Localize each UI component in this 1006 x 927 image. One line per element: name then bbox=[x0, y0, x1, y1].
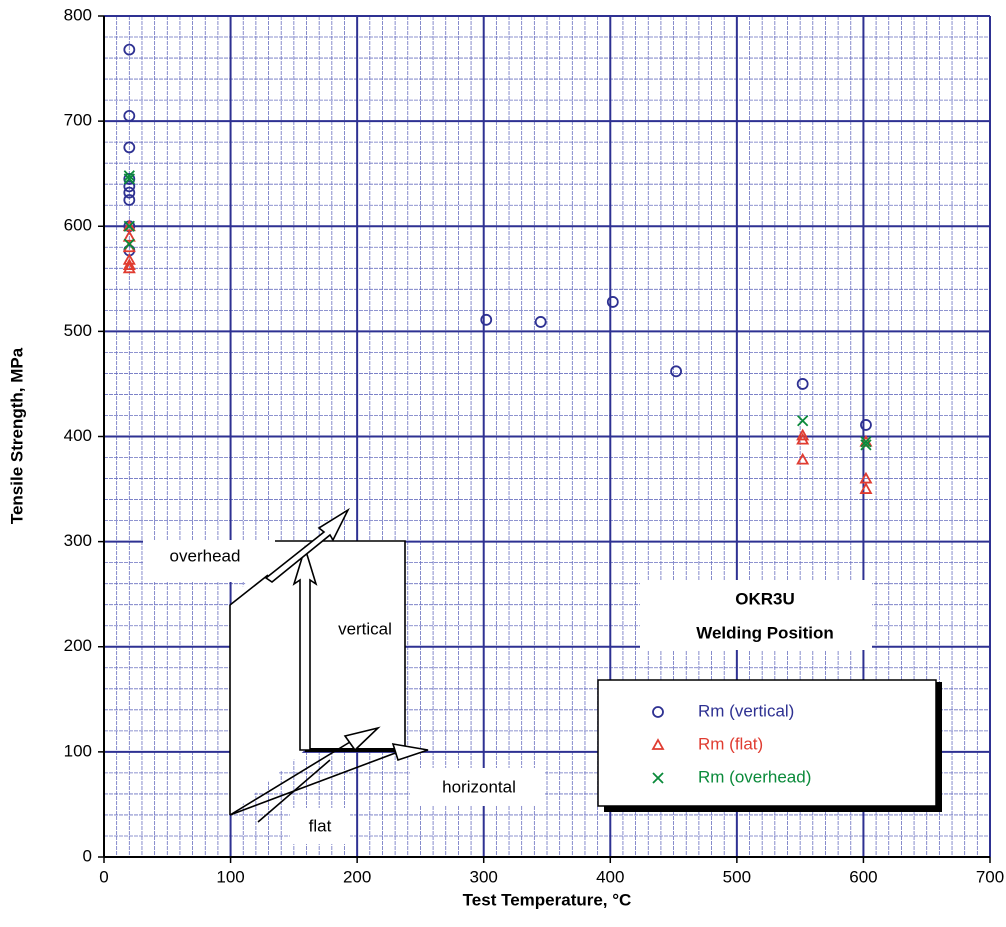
point bbox=[860, 436, 872, 448]
point bbox=[796, 428, 810, 441]
legend-label: Rm (overhead) bbox=[698, 767, 811, 786]
legend-marker bbox=[652, 706, 664, 718]
y-tick-label: 0 bbox=[83, 846, 92, 865]
x-tick-label: 200 bbox=[343, 867, 371, 886]
point bbox=[123, 194, 136, 206]
annotation: vertical bbox=[338, 619, 392, 638]
y-tick-label: 800 bbox=[64, 5, 92, 24]
x-tick-label: 700 bbox=[976, 867, 1004, 886]
y-tick-label: 300 bbox=[64, 531, 92, 550]
point bbox=[123, 238, 135, 250]
point bbox=[122, 258, 136, 271]
box-title: Welding Position bbox=[696, 623, 834, 642]
legend: Rm (vertical) Rm (flat) Rm (overhead) bbox=[597, 679, 942, 812]
point bbox=[123, 43, 136, 56]
point bbox=[796, 452, 810, 465]
annotation: horizontal bbox=[442, 777, 516, 796]
point bbox=[796, 432, 810, 445]
legend-label: Rm (flat) bbox=[698, 734, 763, 753]
y-tick-label: 500 bbox=[64, 321, 92, 340]
legend-marker bbox=[652, 772, 664, 784]
point bbox=[123, 141, 136, 154]
point bbox=[797, 415, 809, 427]
legend-marker bbox=[651, 738, 665, 750]
point bbox=[123, 186, 136, 199]
y-tick-label: 400 bbox=[64, 426, 92, 445]
arrow bbox=[229, 751, 399, 816]
plane-edge bbox=[229, 574, 269, 606]
x-tick-label: 400 bbox=[596, 867, 624, 886]
label-bg bbox=[410, 768, 545, 806]
legend-box bbox=[597, 679, 937, 807]
point bbox=[480, 313, 493, 326]
label-bg bbox=[143, 540, 275, 582]
x-tick-label: 500 bbox=[723, 867, 751, 886]
position-diagram: overhead vertical horizontal flat bbox=[143, 507, 545, 844]
diagram-bg bbox=[230, 541, 405, 815]
title-box-bg bbox=[640, 580, 872, 650]
annotation: flat bbox=[309, 816, 332, 835]
arrow bbox=[391, 742, 429, 762]
title-box: OKR3U Welding Position bbox=[640, 580, 872, 650]
point bbox=[796, 378, 809, 390]
label-bg bbox=[290, 808, 350, 844]
point bbox=[534, 316, 547, 328]
y-axis-title: Tensile Strength, MPa bbox=[7, 347, 26, 524]
points bbox=[122, 43, 873, 494]
point bbox=[670, 365, 683, 378]
point bbox=[123, 173, 136, 185]
point bbox=[860, 439, 872, 451]
arrow bbox=[343, 726, 381, 752]
x-axis-title: Test Temperature, °C bbox=[463, 890, 632, 909]
point bbox=[859, 482, 873, 494]
arrow bbox=[257, 759, 331, 823]
arrow bbox=[264, 507, 350, 583]
x-tick-label: 600 bbox=[849, 867, 877, 886]
x-tick-label: 100 bbox=[216, 867, 244, 886]
y-tick-label: 600 bbox=[64, 216, 92, 235]
y-tick-label: 200 bbox=[64, 636, 92, 655]
point bbox=[123, 220, 135, 232]
box-title: OKR3U bbox=[735, 589, 795, 608]
point bbox=[123, 180, 136, 193]
annotation: overhead bbox=[170, 546, 241, 565]
x-tick-label: 0 bbox=[99, 867, 108, 886]
point bbox=[123, 173, 135, 185]
point bbox=[122, 261, 136, 274]
point bbox=[606, 296, 619, 308]
arrow bbox=[292, 545, 318, 751]
x-tick-label: 300 bbox=[470, 867, 498, 886]
point bbox=[860, 419, 872, 431]
point bbox=[123, 109, 136, 122]
y-tick-label: 700 bbox=[64, 111, 92, 130]
arrow bbox=[229, 741, 351, 816]
point bbox=[123, 170, 135, 182]
legend-label: Rm (vertical) bbox=[698, 701, 794, 720]
diagram-lines bbox=[229, 507, 429, 823]
y-tick-label: 100 bbox=[64, 741, 92, 760]
